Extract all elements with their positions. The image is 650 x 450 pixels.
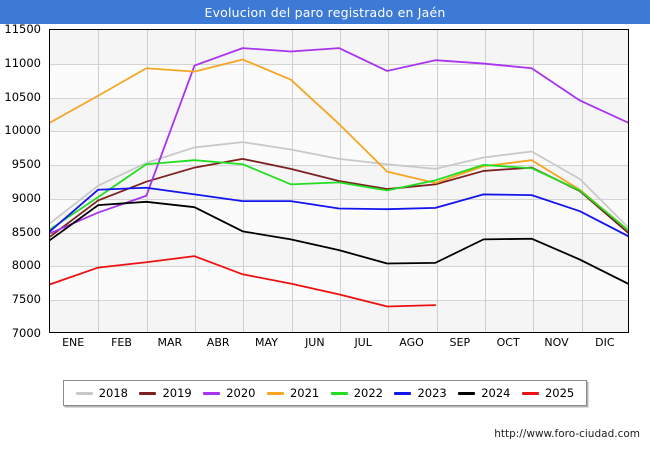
series-line-2025 (50, 255, 437, 308)
x-axis-tick-label: DIC (595, 336, 615, 349)
legend-color-swatch-icon (458, 391, 476, 395)
legend-label: 2024 (481, 386, 511, 400)
data-series-lines (50, 47, 628, 308)
chart-legend: 2018 2019 2020 2021 2022 2023 2024 2025 (63, 380, 587, 406)
legend-item-2022[interactable]: 2022 (325, 386, 389, 400)
gridline-vertical (98, 30, 100, 332)
y-axis-tick-label: 11000 (4, 55, 41, 70)
series-line-2020 (50, 47, 628, 235)
legend-label: 2023 (417, 386, 447, 400)
x-axis-tick-label: MAY (255, 336, 278, 349)
gridline-horizontal (50, 165, 628, 167)
x-axis-tick-label: ABR (206, 336, 230, 349)
y-axis-tick-label: 10000 (4, 123, 41, 138)
gridline-horizontal (50, 198, 628, 200)
y-axis-tick-label: 9000 (11, 190, 41, 205)
legend-label: 2025 (544, 386, 575, 400)
series-line-2021 (50, 58, 628, 231)
legend-label: 2019 (162, 386, 192, 400)
legend-item-2023[interactable]: 2023 (389, 386, 453, 400)
legend-label: 2022 (353, 386, 384, 400)
x-axis-tick-label: FEB (111, 336, 132, 349)
x-axis-tick-label: JUN (305, 336, 325, 349)
gridline-horizontal (50, 300, 628, 302)
legend-item-2024[interactable]: 2024 (453, 386, 517, 400)
legend-color-swatch-icon (330, 391, 348, 395)
legend-color-swatch-icon (203, 391, 221, 395)
legend-color-swatch-icon (75, 391, 93, 395)
gridline-vertical (485, 30, 486, 332)
legend-label: 2021 (289, 386, 320, 400)
y-axis-tick-label: 11500 (4, 22, 41, 36)
legend-item-2025[interactable]: 2025 (516, 386, 580, 400)
page-title: Evolucion del paro registrado en Jaén (204, 4, 446, 20)
y-axis-tick-label: 10500 (4, 89, 41, 104)
gridline-horizontal (50, 232, 628, 234)
x-axis-tick-label: ENE (62, 336, 85, 349)
legend-item-2019[interactable]: 2019 (134, 386, 198, 400)
gridline-horizontal (50, 97, 628, 99)
series-line-2022 (50, 159, 628, 231)
legend-color-swatch-icon (266, 391, 284, 395)
gridline-vertical (291, 30, 293, 332)
plot-band (50, 30, 628, 64)
plot-band (50, 300, 628, 332)
gridline-horizontal (50, 266, 628, 268)
series-line-2018 (50, 141, 628, 229)
legend-color-swatch-icon (394, 391, 412, 395)
gridline-vertical (243, 30, 245, 332)
x-axis-tick-label: AGO (399, 336, 424, 349)
y-axis-tick-label: 8500 (11, 224, 41, 239)
gridline-vertical (195, 30, 196, 332)
series-line-2024 (50, 200, 628, 285)
legend-label: 2020 (226, 386, 256, 400)
plot-band (50, 97, 628, 132)
gridline-vertical (533, 30, 535, 332)
y-axis-labels: 7000 7500 8000 8500 9000 9500 10000 10500 11000 1… (0, 22, 45, 340)
y-axis-tick-label: 7000 (11, 326, 41, 340)
x-axis-tick-label: NOV (544, 336, 569, 349)
legend-item-2021[interactable]: 2021 (261, 386, 325, 400)
x-axis-tick-label: JUL (354, 336, 372, 349)
legend-item-2018[interactable]: 2018 (70, 386, 134, 400)
gridline-vertical (388, 30, 390, 332)
x-axis-tick-label: OCT (496, 336, 520, 349)
legend-color-swatch-icon (139, 391, 157, 395)
x-axis-tick-label: SEP (449, 336, 471, 349)
series-line-2023 (50, 186, 628, 237)
y-axis-tick-label: 8000 (11, 258, 41, 273)
legend-color-swatch-icon (521, 391, 539, 395)
y-axis-tick-label: 9500 (11, 157, 41, 172)
legend-label: 2018 (98, 386, 129, 400)
gridline-horizontal (50, 63, 628, 65)
source-url: http://www.foro-ciudad.com (494, 428, 640, 440)
plot-area (49, 29, 629, 333)
x-axis-tick-label: MAR (157, 336, 183, 349)
gridline-vertical (436, 30, 438, 332)
x-axis-labels: ENE FEB MAR ABR MAY JUN JUL AGO SEP OCT NOV DIC (49, 336, 629, 356)
legend-item-2020[interactable]: 2020 (198, 386, 262, 400)
window-title-bar: Evolucion del paro registrado en Jaén (0, 0, 650, 24)
gridline-horizontal (50, 131, 628, 133)
y-axis-tick-label: 7500 (11, 292, 41, 307)
